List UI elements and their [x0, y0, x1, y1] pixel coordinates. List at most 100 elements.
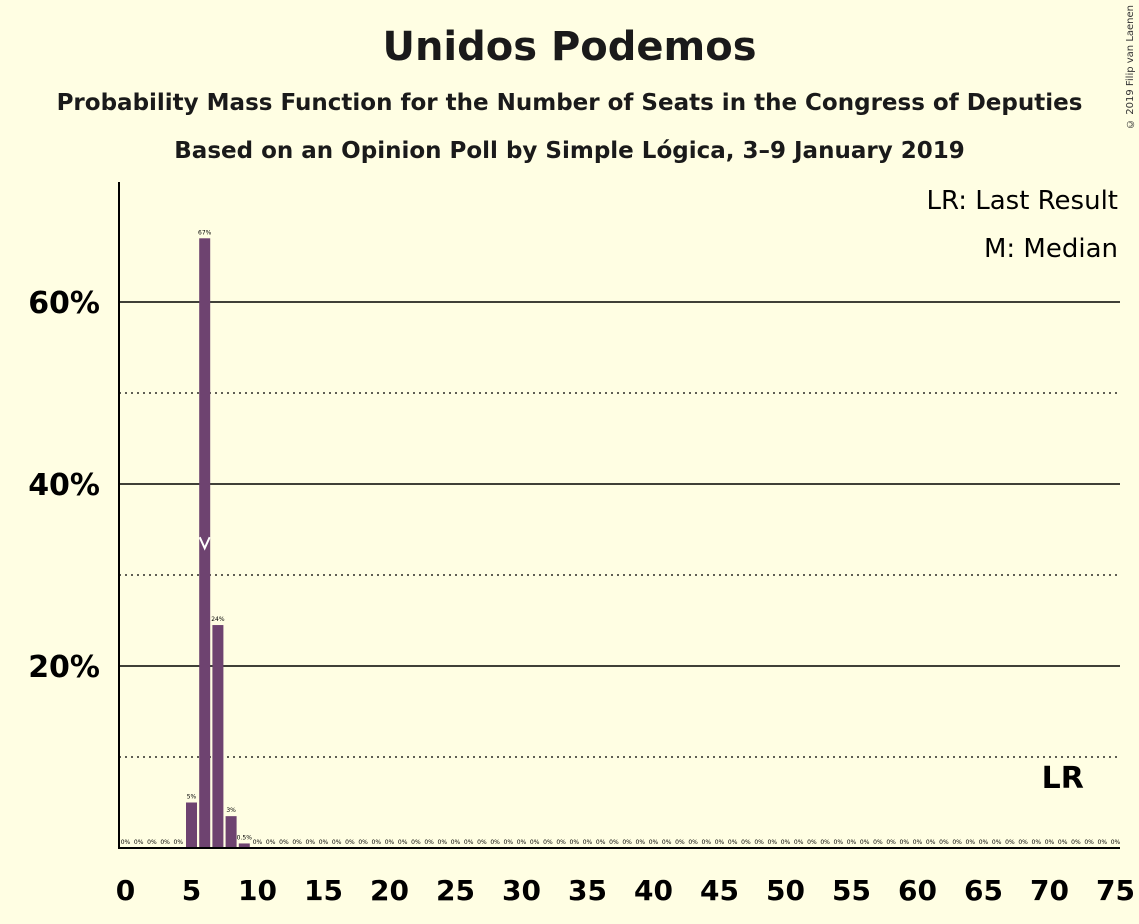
bar-value-label: 0% — [319, 839, 329, 846]
bar-value-label: 0% — [147, 839, 157, 846]
bar-value-label: 0% — [556, 839, 566, 846]
bar-value-label: 0% — [464, 839, 474, 846]
bar-value-label: 0% — [266, 839, 276, 846]
median-marker — [198, 536, 211, 551]
bar-value-label: 0% — [438, 839, 448, 846]
bar-value-label: 0% — [847, 839, 857, 846]
bar — [225, 816, 237, 848]
bar-value-label: 0% — [253, 839, 263, 846]
bar-value-label: 0% — [1005, 839, 1015, 846]
x-tick-label: 70 — [1030, 874, 1069, 907]
bar-value-label: 0% — [121, 839, 131, 846]
bar-value-label: 0% — [372, 839, 382, 846]
x-tick-label: 25 — [436, 874, 475, 907]
bar-value-label: 0% — [807, 839, 817, 846]
bar-value-label: 0% — [609, 839, 619, 846]
bar-value-label: 0% — [1071, 839, 1081, 846]
bar-value-label: 0% — [398, 839, 408, 846]
x-tick-label: 75 — [1096, 874, 1135, 907]
markers — [198, 536, 211, 551]
bar-value-label: 0% — [306, 839, 316, 846]
bar-value-label: 0% — [662, 839, 672, 846]
bar-value-label: 0% — [570, 839, 580, 846]
y-tick-label: 40% — [28, 468, 100, 503]
bar-value-label: 0% — [926, 839, 936, 846]
bar — [199, 238, 211, 849]
bar-value-label: 0% — [1018, 839, 1028, 846]
x-tick-labels: 0 5 10 15 20 25 30 35 40 45 50 55 60 65 70 75 — [116, 874, 1135, 907]
bar-value-label: 0% — [900, 839, 910, 846]
bar-value-label: 0% — [649, 839, 659, 846]
bar-value-label: 0% — [834, 839, 844, 846]
x-tick-label: 30 — [502, 874, 541, 907]
chart-title: Unidos Podemos — [382, 24, 757, 70]
bar-series — [186, 238, 250, 849]
bar-value-label: 0% — [794, 839, 804, 846]
bar-value-label: 0% — [728, 839, 738, 846]
bar-value-label: 0% — [979, 839, 989, 846]
bar-value-label: 0% — [992, 839, 1002, 846]
bar-value-label: 0% — [1032, 839, 1042, 846]
x-tick-label: 35 — [568, 874, 607, 907]
y-tick-label: 20% — [28, 650, 100, 685]
bar-value-label: 0% — [939, 839, 949, 846]
bar-value-label: 0% — [886, 839, 896, 846]
bar-value-label: 0% — [160, 839, 170, 846]
bar-value-label: 0% — [1084, 839, 1094, 846]
bar-value-label: 0% — [517, 839, 527, 846]
bar-value-label: 24% — [211, 616, 225, 623]
bar-value-label: 3% — [226, 807, 236, 814]
bar-value-label: 0% — [477, 839, 487, 846]
x-tick-label: 55 — [832, 874, 871, 907]
bar-value-label: 0% — [385, 839, 395, 846]
x-tick-label: 20 — [370, 874, 409, 907]
bar-value-label: 0% — [345, 839, 355, 846]
legend-median: M: Median — [984, 234, 1118, 264]
bar-value-label: 0% — [583, 839, 593, 846]
bar-value-label: 0% — [636, 839, 646, 846]
bar-value-label: 0% — [134, 839, 144, 846]
bar-value-label: 0% — [702, 839, 712, 846]
y-tick-labels: 20% 40% 60% — [28, 286, 100, 685]
x-tick-label: 65 — [964, 874, 1003, 907]
bar — [186, 802, 197, 848]
bar-value-label: 0% — [1058, 839, 1068, 846]
chart-subtitle-poll: Based on an Opinion Poll by Simple Lógic… — [174, 138, 965, 164]
bar-value-label: 0% — [1098, 839, 1108, 846]
bar-value-label: 0% — [451, 839, 461, 846]
bar — [212, 625, 224, 848]
x-tick-label: 15 — [304, 874, 343, 907]
bar-value-label: 0% — [490, 839, 500, 846]
bar-value-label: 0% — [952, 839, 962, 846]
bar-value-label: 0% — [504, 839, 514, 846]
bar-value-label: 0% — [543, 839, 553, 846]
bar-value-label: 0% — [358, 839, 368, 846]
bar — [238, 843, 250, 848]
bar-value-label: 0% — [1045, 839, 1055, 846]
bar-value-label: 0% — [741, 839, 751, 846]
x-tick-label: 10 — [238, 874, 277, 907]
bar-value-label: 0.5% — [237, 834, 253, 841]
y-tick-label: 60% — [28, 286, 100, 321]
last-result-marker: LR — [1042, 761, 1084, 796]
bar-value-label: 0% — [279, 839, 289, 846]
bar-labels: 0% 0% 0% 0% 0%5%67%24%3%0.5%0% 0% 0% 0% 0% 0% 0% 0%… — [121, 229, 1121, 846]
x-tick-label: 60 — [898, 874, 937, 907]
x-tick-label: 5 — [182, 874, 201, 907]
axes — [118, 182, 1120, 849]
bar-value-label: 0% — [873, 839, 883, 846]
bar-value-label: 0% — [411, 839, 421, 846]
bar-value-label: 0% — [622, 839, 632, 846]
x-tick-label: 40 — [634, 874, 673, 907]
bar-value-label: 5% — [187, 794, 197, 801]
x-tick-label: 0 — [116, 874, 135, 907]
bar-value-label: 0% — [754, 839, 764, 846]
bar-value-label: 67% — [198, 229, 212, 236]
bar-value-label: 0% — [292, 839, 302, 846]
bar-value-label: 0% — [913, 839, 923, 846]
bar-value-label: 0% — [1111, 839, 1121, 846]
bar-value-label: 0% — [860, 839, 870, 846]
bar-value-label: 0% — [675, 839, 685, 846]
bar-value-label: 0% — [820, 839, 830, 846]
